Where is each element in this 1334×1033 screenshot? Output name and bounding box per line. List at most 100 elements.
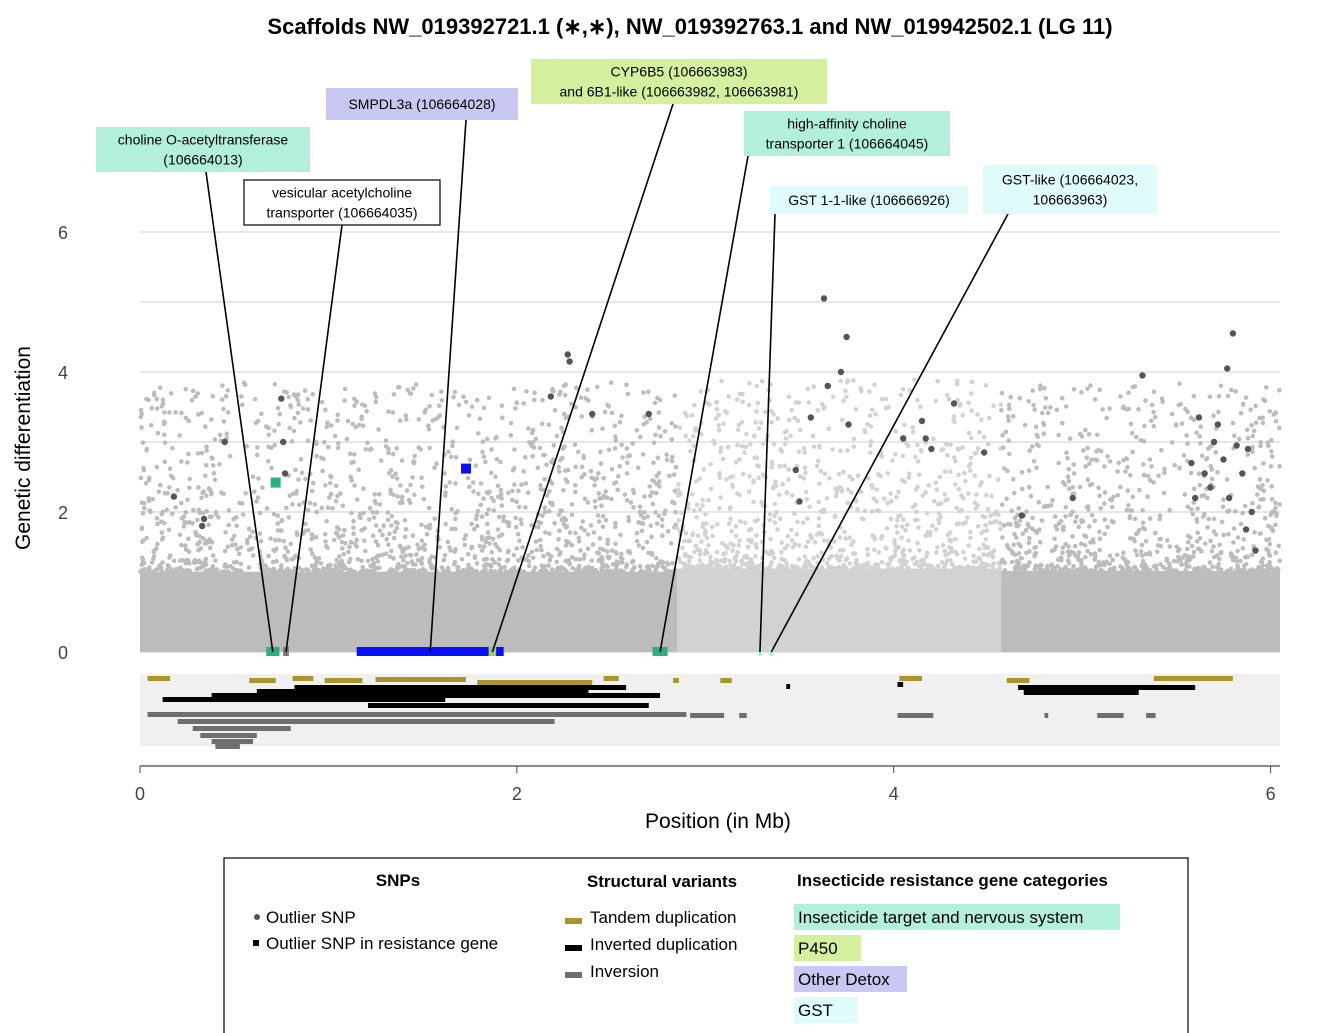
- annotation-label: GST 1-1-like (106666926): [788, 192, 950, 208]
- outlier-snp: [792, 466, 799, 474]
- sv-inverted-duplication: [162, 697, 446, 702]
- legend-tandem-swatch: [565, 918, 582, 924]
- resistance-outlier-snp: [270, 477, 281, 488]
- outlier-snp: [280, 438, 287, 446]
- outlier-snp: [198, 522, 206, 530]
- legend-sv-item: Inversion: [590, 962, 659, 981]
- sv-inverted-duplication: [294, 685, 627, 690]
- outlier-snp: [566, 358, 573, 365]
- legend-box: [223, 857, 1189, 1033]
- outlier-snp: [843, 333, 850, 341]
- outlier-snp: [796, 498, 803, 505]
- x-ticks: 0 2 4 6: [135, 766, 1276, 804]
- outlier-snp: [899, 435, 907, 442]
- outlier-snp: [1069, 494, 1076, 502]
- outlier-snp: [1018, 512, 1026, 519]
- structural-variant-track: [140, 674, 1280, 749]
- annotation-box: [531, 59, 827, 104]
- snp-cloud: [675, 377, 1004, 571]
- sv-inversion: [1097, 713, 1124, 718]
- annotation-label: high-affinity choline: [787, 116, 907, 132]
- annotation-leaders: [205, 103, 1009, 653]
- x-tick-label: 0: [135, 784, 145, 804]
- legend-p450-swatch: [794, 935, 861, 961]
- outlier-snp: [1139, 372, 1146, 379]
- legend-inverted-swatch: [565, 945, 582, 951]
- legend: SNPs Outlier SNP Outlier SNP in resistan…: [223, 857, 1189, 1033]
- sv-inversion: [215, 744, 240, 749]
- sv-tandem-duplication: [375, 677, 466, 682]
- sv-inverted-duplication: [368, 703, 649, 708]
- legend-detox-swatch: [794, 966, 907, 992]
- sv-inverted-duplication: [1023, 690, 1139, 695]
- annotation-label: transporter (106664035): [267, 205, 418, 221]
- legend-nervous-swatch: [794, 904, 1120, 930]
- legend-snp-item: Outlier SNP in resistance gene: [266, 934, 498, 953]
- outlier-snp: [928, 445, 935, 453]
- annotation-label: transporter 1 (106664045): [766, 136, 929, 152]
- sv-tandem-duplication: [899, 676, 922, 681]
- y-tick-label: 4: [58, 363, 68, 383]
- outlier-snp: [950, 400, 958, 407]
- snp-density-band: [1001, 570, 1280, 652]
- outlier-snp: [820, 295, 828, 302]
- legend-category-item: Other Detox: [798, 970, 890, 989]
- snp-density-band: [677, 568, 1002, 652]
- sv-inversion: [1044, 713, 1049, 718]
- y-tick-label: 0: [58, 643, 68, 663]
- sv-inverted-duplication: [256, 689, 589, 694]
- sv-tandem-duplication: [720, 678, 732, 683]
- outlier-snp: [1195, 414, 1203, 421]
- sv-inverted-duplication: [332, 693, 661, 698]
- sv-inversion: [897, 713, 934, 718]
- outlier-snp: [807, 414, 815, 421]
- sv-inversion: [200, 733, 257, 738]
- outlier-snp: [1220, 456, 1227, 463]
- annotation-box: [326, 88, 518, 120]
- outlier-snp: [1248, 508, 1255, 516]
- legend-outlier-dot: [254, 914, 260, 920]
- outlier-snp: [281, 470, 289, 477]
- outlier-snp: [1244, 445, 1252, 453]
- sv-tandem-duplication: [477, 680, 593, 685]
- annotation-leader: [759, 213, 776, 653]
- sv-inverted-duplication: [407, 703, 491, 708]
- outlier-snp: [221, 438, 228, 446]
- outlier-snp: [845, 421, 852, 428]
- annotation-leader: [205, 171, 274, 653]
- annotation-box: [744, 111, 950, 156]
- legend-sv-item: Inverted duplication: [590, 935, 737, 954]
- outlier-snp: [980, 449, 988, 456]
- annotation-box: [96, 127, 310, 172]
- axes: 0 2 4 6 0 2 4 6 Position (in Mb) Genetic diffe…: [12, 223, 1280, 833]
- outlier-snp: [1229, 330, 1237, 337]
- outlier-snp: [1192, 494, 1199, 502]
- sv-tandem-duplication: [1006, 678, 1030, 683]
- x-axis-label: Position (in Mb): [645, 810, 791, 833]
- sv-inversion: [192, 726, 291, 731]
- legend-gst-swatch: [794, 997, 858, 1023]
- legend-snps-title: SNPs: [376, 871, 420, 890]
- outlier-snp: [1252, 547, 1259, 554]
- annotation-label: choline O-acetyltransferase: [118, 132, 289, 148]
- outlier-snp: [547, 393, 554, 400]
- legend-sv-title: Structural variants: [587, 872, 737, 891]
- legend-category-item: GST: [798, 1001, 833, 1020]
- sv-tandem-duplication: [324, 678, 363, 683]
- outlier-snp: [837, 368, 845, 376]
- x-tick-label: 6: [1266, 784, 1276, 804]
- sv-inversion: [1146, 713, 1156, 718]
- outlier-snp: [922, 435, 929, 442]
- sv-background: [140, 674, 1280, 746]
- x-tick-label: 2: [512, 784, 522, 804]
- sv-tandem-duplication: [292, 676, 314, 681]
- annotation-box: [243, 179, 441, 226]
- y-tick-label: 6: [58, 223, 68, 243]
- sv-inversion: [177, 719, 555, 724]
- annotation-label: (106664013): [163, 152, 242, 168]
- annotation-leader: [770, 213, 1009, 653]
- legend-category-item: Insecticide target and nervous system: [798, 908, 1083, 927]
- outlier-snp: [918, 417, 926, 425]
- outlier-snp: [1214, 421, 1222, 428]
